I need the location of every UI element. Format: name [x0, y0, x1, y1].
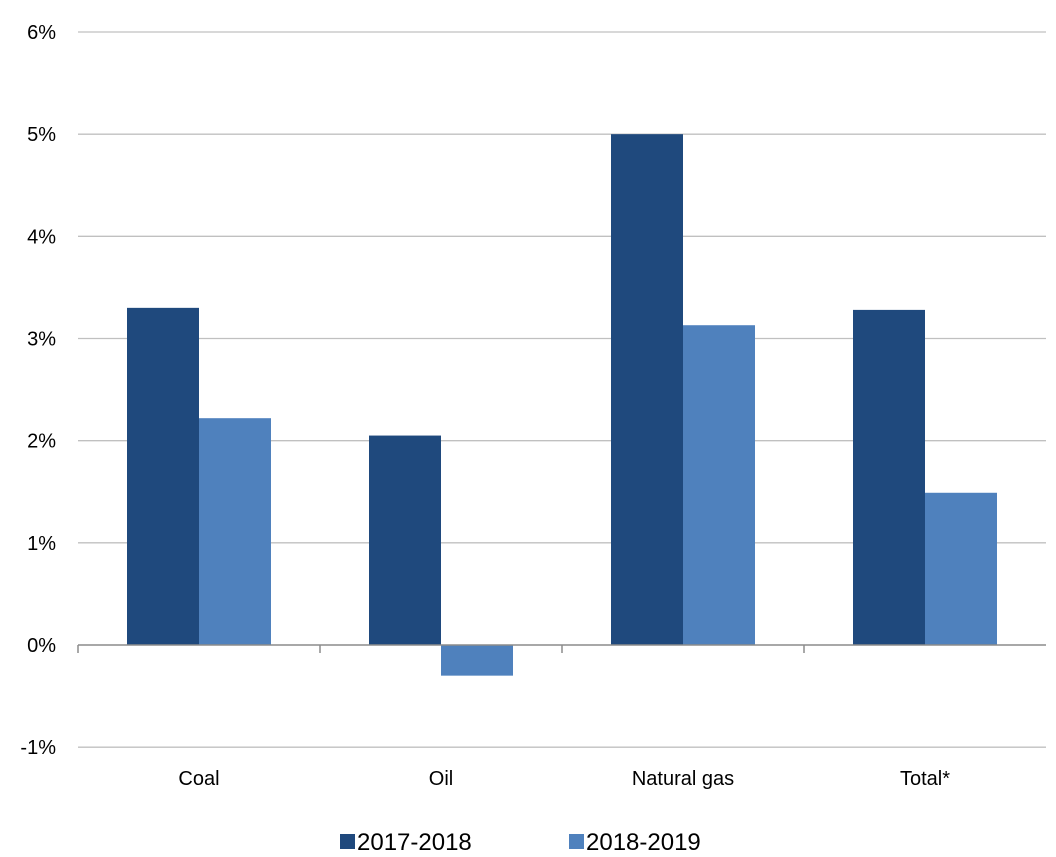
legend-swatch	[340, 834, 355, 849]
bar-2017-2018-Natural gas	[611, 134, 683, 645]
y-tick-label: -1%	[20, 737, 56, 759]
bar-2017-2018-Oil	[369, 435, 441, 645]
y-tick-label: 6%	[27, 22, 56, 44]
x-tick-label: Natural gas	[632, 768, 734, 790]
x-axis-labels: Coal Oil Natural gas Total*	[178, 768, 950, 790]
y-axis-labels: 6% 5% 4% 3% 2% 1% 0% -1%	[20, 22, 56, 759]
bar-2018-2019-Natural gas	[683, 325, 755, 645]
x-axis	[77, 644, 1046, 653]
y-tick-label: 0%	[27, 635, 56, 657]
y-tick-label: 3%	[27, 329, 56, 351]
x-tick-label: Coal	[178, 768, 219, 790]
y-tick-label: 4%	[27, 226, 56, 248]
legend-label: 2017-2018	[357, 829, 472, 856]
x-tick-label: Total*	[900, 768, 950, 790]
legend: 2017-2018 2018-2019	[340, 829, 701, 856]
y-tick-label: 1%	[27, 533, 56, 555]
y-tick-label: 2%	[27, 431, 56, 453]
legend-label: 2018-2019	[586, 829, 701, 856]
x-tick-label: Oil	[429, 768, 453, 790]
legend-swatch	[569, 834, 584, 849]
bar-2017-2018-Total*	[853, 309, 925, 645]
y-tick-label: 5%	[27, 124, 56, 146]
bar-2018-2019-Coal	[199, 418, 271, 645]
bar-2018-2019-Oil	[441, 645, 513, 676]
bars	[127, 134, 997, 676]
bar-2018-2019-Total*	[925, 492, 997, 645]
bar-2017-2018-Coal	[127, 307, 199, 645]
